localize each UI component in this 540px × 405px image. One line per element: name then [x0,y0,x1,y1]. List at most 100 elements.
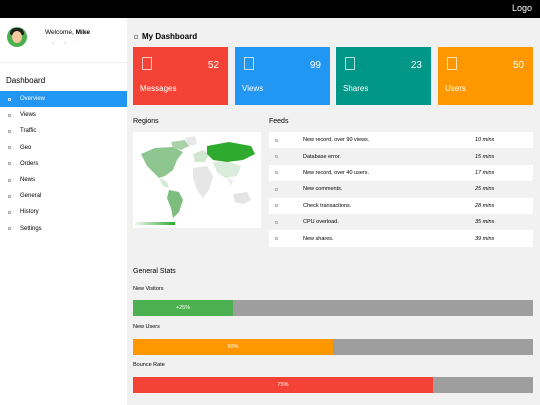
eye-icon [244,57,254,70]
envelope-icon[interactable]: □ [52,40,65,45]
eye-icon [8,113,11,117]
feed-text: New comments. [303,186,343,193]
feeds-title: Feeds [269,118,289,125]
feed-row[interactable]: New shares. 39 mins [269,230,533,247]
user-icon [275,138,278,142]
sidebar: Welcome, Mike □□' Dashboard Overview View… [0,18,127,405]
card-label: Users [445,84,466,93]
logo[interactable]: Logo [511,3,532,13]
sidebar-nav: Overview Views Traffic Geo Orders News General… [0,91,127,237]
sidebar-item-label: Settings [20,225,42,232]
sidebar-item-label: Traffic [20,128,37,135]
progress-bar: +25% [133,300,533,316]
sidebar-item-history[interactable]: History [0,204,127,220]
card-label: Messages [140,84,177,93]
page-title: My Dashboard [134,32,197,41]
feed-text: New record, over 90 views. [303,137,370,144]
feed-row[interactable]: New comments. 25 mins [269,181,533,198]
card-label: Views [242,84,264,93]
stat-card-messages[interactable]: 52 Messages [133,47,228,105]
user-name: Mike [75,29,91,36]
feed-text: CPU overload. [303,219,339,226]
card-label: Shares [343,84,369,93]
stat-label: New Users [133,324,160,330]
users-icon [447,57,457,70]
users-icon [8,97,11,101]
cog-icon [8,227,11,231]
comment-icon [275,187,278,191]
feed-text: Database error. [303,153,341,160]
history-icon [8,210,11,214]
feed-time: 35 mins [475,219,495,226]
feed-row[interactable]: Database error. 15 mins [269,148,533,165]
sidebar-item-label: Overview [20,96,46,103]
bookmark-icon [275,204,278,208]
users-icon [8,129,11,133]
user-icons: □□' [52,40,88,45]
stat-card-shares[interactable]: 23 Shares [336,47,431,105]
feeds-table: New record, over 90 views. 10 mins Databas… [269,132,533,247]
progress-fill: 50% [133,339,333,355]
progress-fill: +25% [133,300,233,316]
card-value: 23 [410,60,422,71]
share-icon [345,57,355,70]
sidebar-item-label: Geo [20,144,32,151]
bank-icon [8,194,11,198]
dashboard-icon [134,34,138,39]
sidebar-title: Dashboard [6,76,46,85]
bullseye-icon [8,146,11,150]
comment-icon [142,57,152,70]
main-content: My Dashboard 52 Messages 99 Views 23 Shares 50… [127,18,540,405]
bell-icon [8,178,11,182]
feed-text: New shares. [303,235,334,242]
welcome-text: Welcome, Mike [45,29,91,36]
sidebar-item-label: News [20,177,36,184]
feed-time: 15 mins [475,153,495,160]
feed-row[interactable]: New record, over 90 views. 10 mins [269,132,533,149]
sidebar-item-label: Views [20,112,36,119]
feed-row[interactable]: CPU overload. 35 mins [269,213,533,231]
feed-row[interactable]: New record, over 40 users. 17 mins [269,164,533,182]
feed-text: New record, over 40 users. [303,169,370,176]
sidebar-item-traffic[interactable]: Traffic [0,123,127,139]
stat-card-users[interactable]: 50 Users [438,47,533,105]
top-bar: Logo [0,0,540,18]
card-value: 99 [309,60,321,71]
feed-text: Check transactions. [303,202,352,209]
progress-fill: 75% [133,377,433,393]
card-value: 52 [207,60,219,71]
sidebar-item-overview[interactable]: Overview [0,91,127,108]
gear-icon[interactable]: ' [76,40,88,45]
regions-title: Regions [133,118,159,125]
feed-time: 28 mins [475,202,495,209]
sidebar-item-label: Orders [20,160,39,167]
feed-time: 17 mins [475,169,495,176]
bell-icon [275,155,278,159]
stat-label: Bounce Rate [133,362,165,368]
feed-time: 25 mins [475,186,495,193]
laptop-icon [275,220,278,224]
sidebar-item-news[interactable]: News [0,172,127,188]
feed-time: 10 mins [475,137,495,144]
card-value: 50 [512,60,524,71]
sidebar-item-settings[interactable]: Settings [0,221,127,237]
avatar [7,27,27,47]
progress-bar: 75% [133,377,533,393]
feed-time: 39 mins [475,235,495,242]
stat-label: New Visitors [133,286,164,292]
users-icon [275,171,278,175]
sidebar-item-geo[interactable]: Geo [0,140,127,156]
sidebar-item-general[interactable]: General [0,188,127,204]
progress-bar: 50% [133,339,533,355]
divider [0,62,127,63]
world-map [133,132,261,228]
sidebar-item-orders[interactable]: Orders [0,156,127,172]
stat-card-views[interactable]: 99 Views [235,47,330,105]
share-icon [275,237,278,241]
sidebar-item-views[interactable]: Views [0,107,127,123]
diamond-icon [8,162,11,166]
user-icon[interactable]: □ [64,40,77,45]
sidebar-item-label: General [20,193,42,200]
stats-title: General Stats [133,268,176,275]
feed-row[interactable]: Check transactions. 28 mins [269,197,533,214]
